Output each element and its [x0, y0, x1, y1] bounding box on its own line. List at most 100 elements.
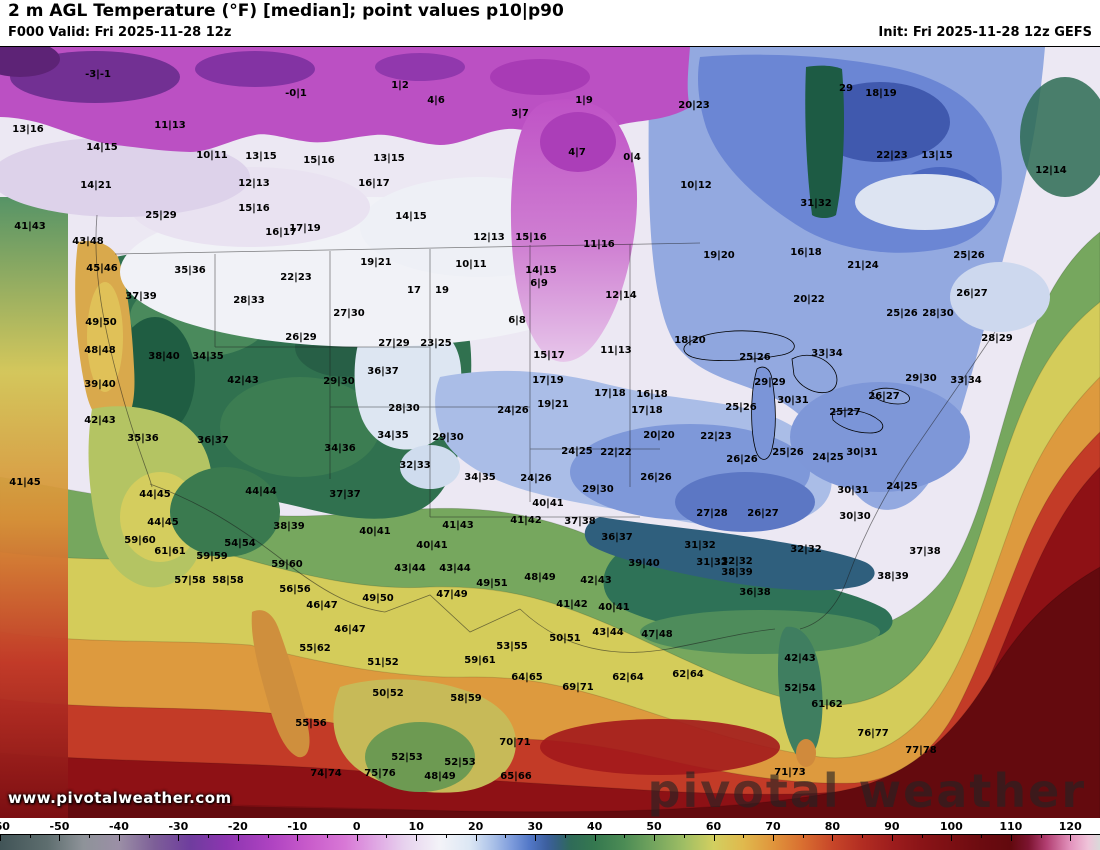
point-value: 29 [839, 83, 853, 94]
point-value: 17|19 [532, 375, 564, 386]
point-value: 15|16 [515, 232, 547, 243]
state-borders [95, 214, 996, 653]
point-value: 43|44 [439, 563, 471, 574]
page-title: 2 m AGL Temperature (°F) [median]; point… [8, 1, 564, 21]
point-value: 38|39 [877, 571, 909, 582]
colorbar-tick [267, 835, 269, 838]
point-value: 4|6 [427, 95, 445, 106]
point-values-layer: -3|-1 -0|1 1|2 4|6 3|7 1|9 20|23 29 18|19 13|16 11… [0, 47, 1100, 819]
point-value: 19|21 [537, 399, 569, 410]
point-value: 44|44 [245, 486, 277, 497]
point-value: 38|39 [721, 567, 753, 578]
point-value: 37|39 [125, 291, 157, 302]
point-value: 18|19 [865, 88, 897, 99]
point-value: 19 [435, 285, 449, 296]
point-value: 28|33 [233, 295, 265, 306]
colorbar: -60 -50 -40 -30 -20 -10 0 10 20 30 40 50 60 70 80 90 100… [0, 818, 1100, 850]
colorbar-tick-label: 120 [1058, 820, 1082, 833]
point-value: 37|38 [909, 546, 941, 557]
point-value: 64|65 [511, 672, 543, 683]
colorbar-tick-label: 100 [939, 820, 963, 833]
colorbar-tick [981, 835, 983, 838]
point-value: 28|30 [388, 403, 420, 414]
point-value: 34|35 [192, 351, 224, 362]
pacific-gradient [0, 197, 68, 819]
point-value: 22|23 [280, 272, 312, 283]
point-value: 49|51 [476, 578, 508, 589]
colorbar-tick [386, 835, 388, 838]
colorbar-tick [1070, 835, 1072, 841]
colorbar-tick-label: -10 [287, 820, 308, 833]
point-value: 14|15 [525, 265, 557, 276]
point-value: 22|23 [876, 150, 908, 161]
point-value: 29|30 [432, 432, 464, 443]
point-value: 0|4 [623, 152, 641, 163]
colorbar-tick [178, 835, 180, 841]
point-value: 40|41 [416, 540, 448, 551]
colorbar-tick-label: 10 [408, 820, 424, 833]
point-value: 54|54 [224, 538, 256, 549]
point-value: 49|50 [362, 593, 394, 604]
point-value: 29|30 [582, 484, 614, 495]
colorbar-tick [594, 835, 596, 841]
point-value: 20|23 [678, 100, 710, 111]
colorbar-tick [802, 835, 804, 838]
point-value: 41|42 [556, 599, 588, 610]
point-value: 13|15 [921, 150, 953, 161]
point-value: 29|29 [754, 377, 786, 388]
colorbar-tick [862, 835, 864, 838]
point-value: 39|40 [628, 558, 660, 569]
point-value: 49|50 [85, 317, 117, 328]
point-value: 24|26 [520, 473, 552, 484]
point-value: 43|48 [72, 236, 104, 247]
point-value: 59|60 [271, 559, 303, 570]
point-value: 24|25 [886, 481, 918, 492]
point-value: 46|47 [306, 600, 338, 611]
valid-time-label: F000 Valid: Fri 2025-11-28 12z [8, 25, 232, 40]
point-value: 11|16 [583, 239, 615, 250]
point-value: 25|26 [725, 402, 757, 413]
point-value: 24|26 [497, 405, 529, 416]
point-value: 20|20 [643, 430, 675, 441]
colorbar-tick [89, 835, 91, 838]
point-value: 59|59 [196, 551, 228, 562]
colorbar-tick [148, 835, 150, 838]
colorbar-tick [624, 835, 626, 838]
point-value: 16|18 [636, 389, 668, 400]
colorbar-tick [951, 835, 953, 841]
point-value: 26|26 [640, 472, 672, 483]
point-value: 1|2 [391, 80, 409, 91]
point-value: 75|76 [364, 768, 396, 779]
point-value: 42|43 [84, 415, 116, 426]
point-value: 21|24 [847, 260, 879, 271]
colorbar-tick [535, 835, 537, 841]
point-value: 31|32 [696, 557, 728, 568]
point-value: 24|25 [561, 446, 593, 457]
colorbar-tick-label: -50 [49, 820, 70, 833]
point-value: 70|71 [499, 737, 531, 748]
point-value: 19|20 [703, 250, 735, 261]
point-value: 10|11 [196, 150, 228, 161]
point-value: 52|54 [784, 683, 816, 694]
point-value: 34|35 [464, 472, 496, 483]
colorbar-tick [208, 835, 210, 838]
colorbar-tick [921, 835, 923, 838]
point-value: 61|61 [154, 546, 186, 557]
point-value: 50|52 [372, 688, 404, 699]
colorbar-tick [327, 835, 329, 838]
point-value: 27|30 [333, 308, 365, 319]
point-value: 43|44 [592, 627, 624, 638]
point-value: 14|15 [86, 142, 118, 153]
point-value: 12|14 [1035, 165, 1067, 176]
point-value: 10|11 [455, 259, 487, 270]
point-value: 26|26 [726, 454, 758, 465]
mexico-interior [333, 679, 516, 793]
point-value: 14|21 [80, 180, 112, 191]
point-value: 35|36 [127, 433, 159, 444]
point-value: 31|32 [800, 198, 832, 209]
point-value: 20|22 [793, 294, 825, 305]
northeast-blue-region [648, 47, 1100, 510]
colorbar-tick [1040, 835, 1042, 838]
brand-watermark: pivotal weather [647, 764, 1086, 819]
point-value: 19|21 [360, 257, 392, 268]
